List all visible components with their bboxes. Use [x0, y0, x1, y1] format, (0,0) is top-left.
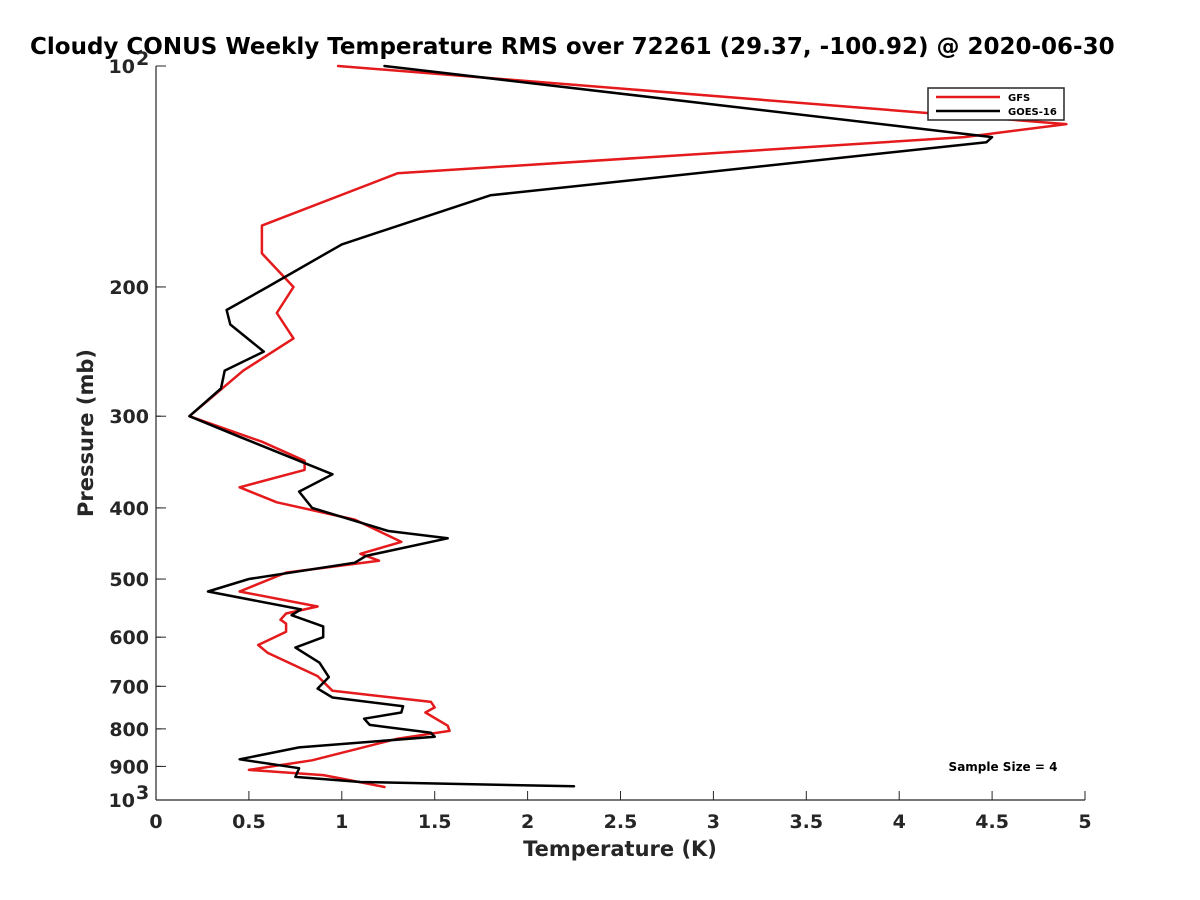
y-tick-label: 400 — [109, 498, 149, 520]
x-tick-label: 4.5 — [975, 811, 1009, 833]
x-axis-label: Temperature (K) — [523, 837, 717, 861]
x-tick-label: 0.5 — [232, 811, 266, 833]
y-tick-label: 900 — [109, 756, 149, 778]
y-tick-label: 800 — [109, 719, 149, 741]
x-tick-label: 3 — [707, 811, 720, 833]
y-tick-label: 700 — [109, 676, 149, 698]
x-tick-label: 0 — [149, 811, 162, 833]
x-tick-label: 2.5 — [604, 811, 638, 833]
x-tick-label: 2 — [521, 811, 534, 833]
y-tick-label: 300 — [109, 406, 149, 428]
series-line-gfs — [188, 64, 1068, 789]
y-tick-label: 200 — [109, 277, 149, 299]
y-axis-label: Pressure (mb) — [74, 349, 98, 517]
x-tick-label: 5 — [1078, 811, 1091, 833]
legend-label: GFS — [1008, 93, 1030, 104]
y-tick-label: 10 — [109, 790, 135, 812]
x-tick-label: 1.5 — [418, 811, 452, 833]
sample-size-annotation: Sample Size = 4 — [949, 760, 1058, 774]
legend-box — [927, 87, 1065, 121]
x-tick-label: 3.5 — [789, 811, 823, 833]
y-tick-label: 600 — [109, 627, 149, 649]
x-tick-label: 4 — [893, 811, 906, 833]
y-tick-exponent: 2 — [136, 48, 149, 70]
chart-title: Cloudy CONUS Weekly Temperature RMS over… — [30, 34, 1115, 60]
legend-label: GOES-16 — [1008, 107, 1057, 118]
y-tick-label: 10 — [109, 56, 135, 78]
x-tick-label: 1 — [335, 811, 348, 833]
series-line-goes-16 — [188, 64, 994, 788]
y-tick-exponent: 3 — [136, 782, 149, 804]
y-tick-label: 500 — [109, 569, 149, 591]
